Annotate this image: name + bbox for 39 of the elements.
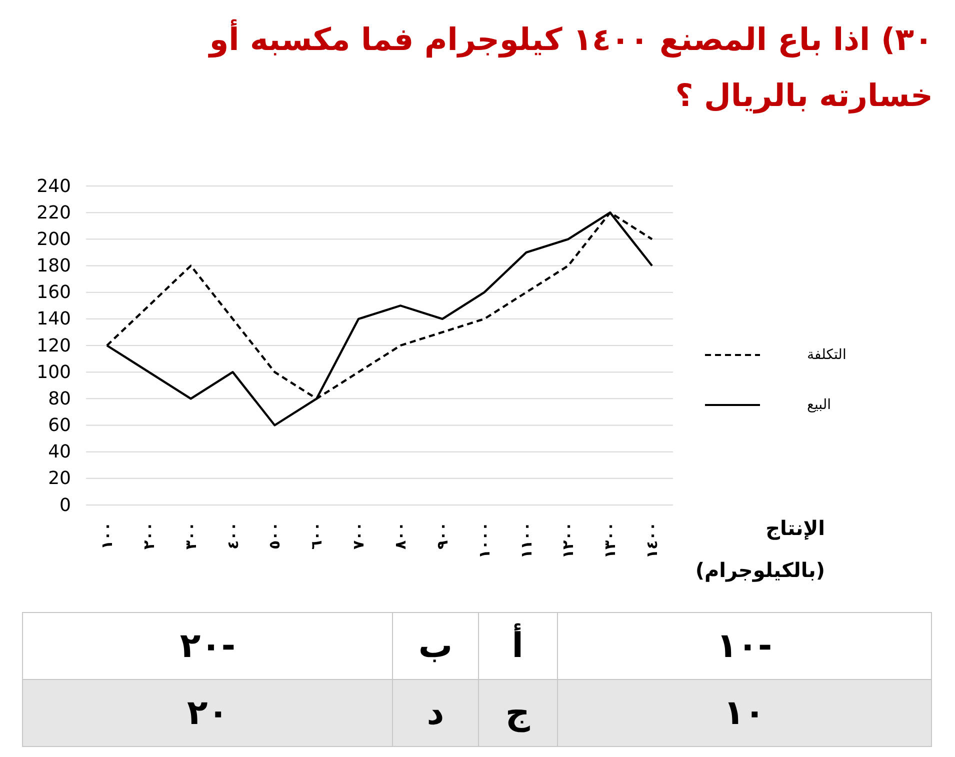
- text: ٢٠: [22, 680, 393, 746]
- y-tick-label: 20: [48, 468, 71, 490]
- text: البيع: [807, 397, 832, 413]
- x-axis-title: الإنتاج (بالكيلوجرام): [695, 516, 825, 582]
- y-tick-label: 0: [60, 494, 71, 516]
- y-tick-label: 40: [48, 442, 71, 463]
- x-tick-label: ١٤٠٠: [643, 522, 662, 559]
- text: التكلفة: [807, 347, 846, 363]
- y-tick-label: 100: [36, 362, 71, 383]
- x-tick-label: ١٠٠٠: [475, 522, 494, 559]
- x-tick-label: ٦٠٠: [308, 522, 326, 550]
- y-tick-label: 140: [36, 308, 71, 330]
- x-tick-label: ٤٠٠: [224, 522, 242, 550]
- text: أ: [478, 612, 558, 680]
- x-tick-label: ٨٠٠: [391, 522, 410, 550]
- y-tick-label: 120: [36, 335, 71, 356]
- x-tick-label: ٧٠٠: [350, 522, 368, 550]
- y-tick-label: 160: [36, 282, 71, 304]
- text: ١٠: [557, 680, 932, 746]
- y-tick-label: 220: [36, 202, 71, 224]
- text: ٢٠-: [22, 612, 393, 680]
- y-tick-label: 80: [48, 388, 71, 410]
- text: ج: [478, 680, 558, 746]
- x-tick-label: ١٠٠: [98, 522, 116, 550]
- y-tick-label: 180: [36, 256, 71, 277]
- y-tick-label: 200: [36, 228, 71, 250]
- text: ب: [392, 612, 478, 680]
- x-tick-label: ٩٠٠: [433, 522, 452, 550]
- x-tick-label: ١٢٠٠: [559, 522, 578, 559]
- text: ١٠-: [557, 612, 932, 680]
- x-tick-label: ١١٠٠: [517, 522, 536, 559]
- y-tick-label: 240: [36, 176, 71, 197]
- x-tick-label: ١٣٠٠: [601, 522, 620, 559]
- x-tick-label: ٢٠٠: [140, 522, 158, 550]
- text: د: [392, 680, 478, 746]
- chart-title: ٣٠) اذا باع المصنع ١٤٠٠ كيلوجرام فما مكسبه أو خسارته بالريال ؟: [207, 18, 933, 116]
- y-tick-label: 60: [48, 415, 71, 436]
- x-tick-label: ٥٠٠: [266, 522, 284, 550]
- x-tick-label: ٣٠٠: [182, 522, 200, 550]
